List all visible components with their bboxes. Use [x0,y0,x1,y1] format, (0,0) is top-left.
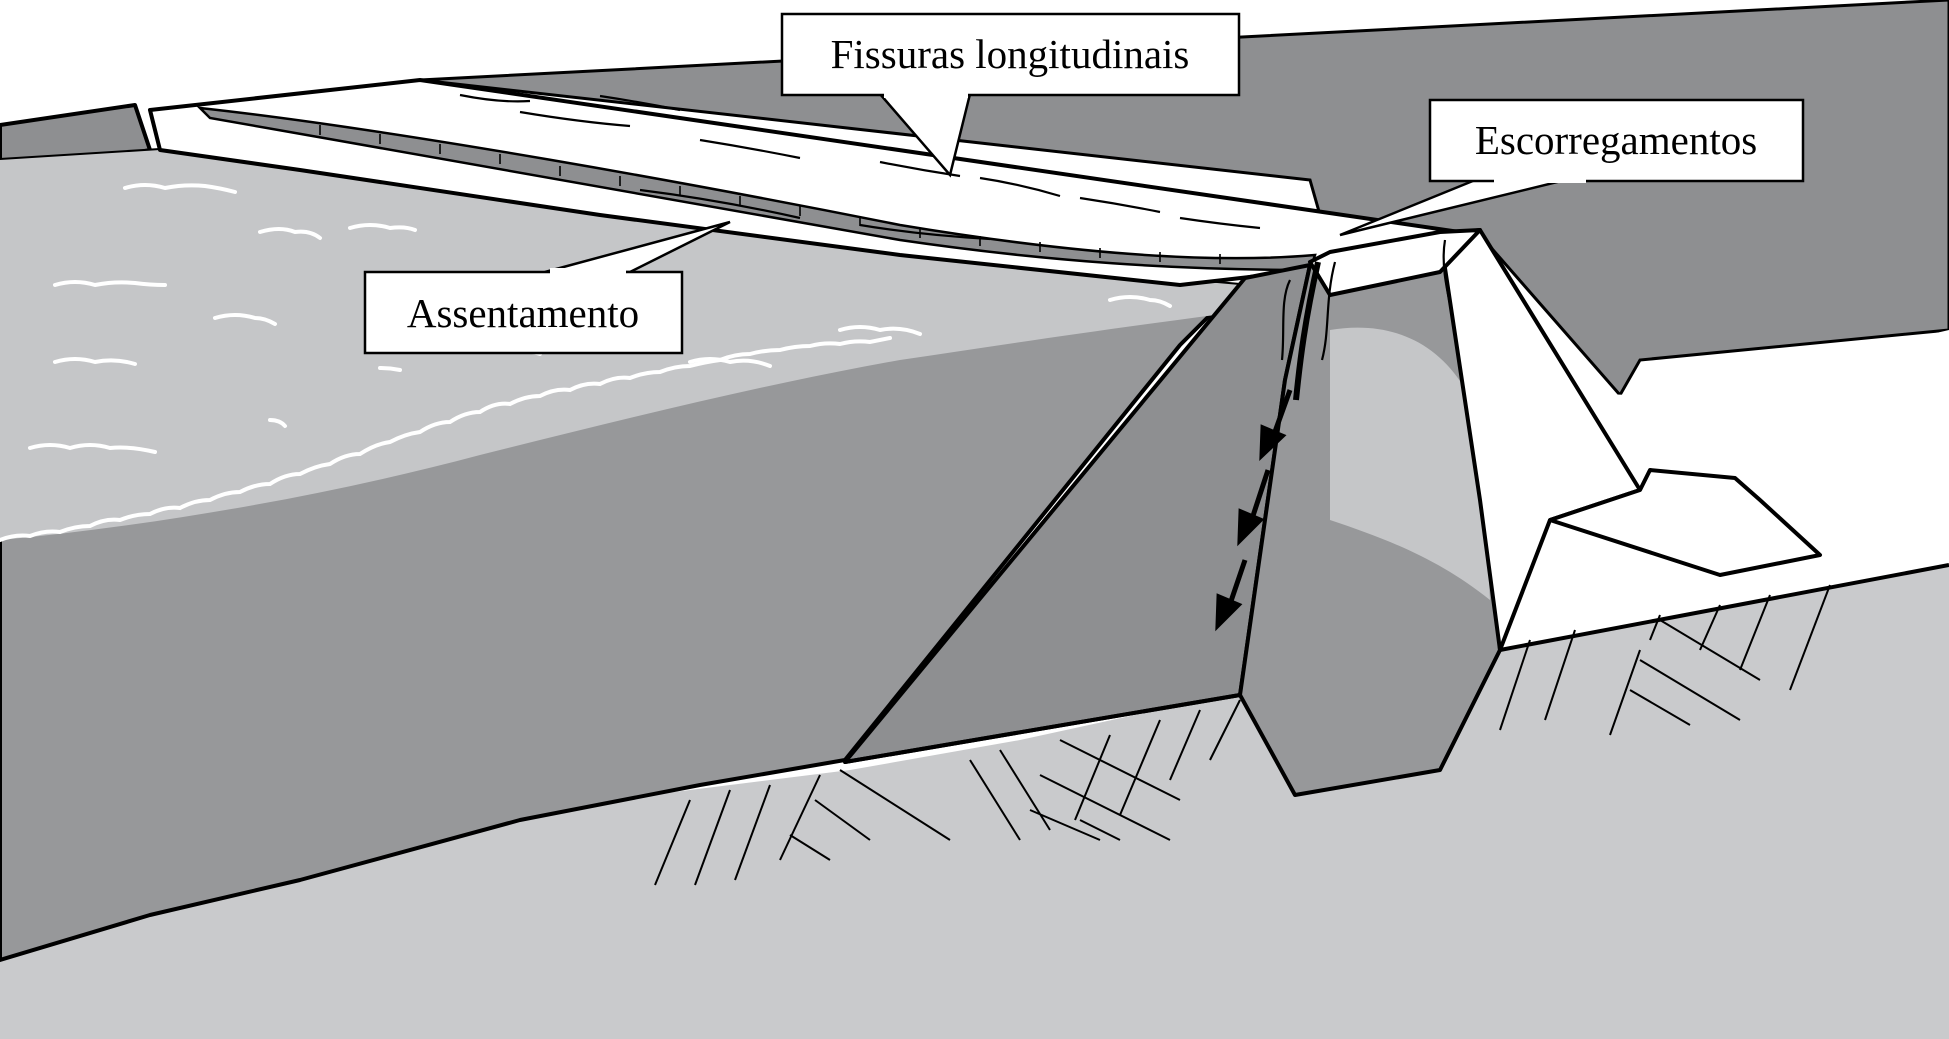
slide-scarp [1280,239,1457,401]
label-settlement-text: Assentamento [407,290,639,336]
crack-lines [459,93,1261,241]
wave-marks [28,183,1172,454]
settlement-ticks [319,125,1221,264]
ground-line-left [844,693,1241,764]
slide-arrows [1215,389,1293,632]
core-dome [1330,327,1490,600]
toe-line [1499,563,1949,652]
foundation-hatch-right [1499,584,1831,736]
dam-crest [148,78,1482,287]
water-edge [0,336,892,542]
label-slides: Escorregamentos [1339,98,1805,237]
label-settlement: Assentamento [363,220,731,355]
label-longitudinal-cracks-text: Fissuras longitudinais [831,31,1190,77]
label-slides-text: Escorregamentos [1475,117,1757,163]
downstream-toe [1548,468,1822,577]
label-longitudinal-cracks: Fissuras longitudinais [780,12,1241,178]
foundation-hatch-left [654,699,1241,886]
